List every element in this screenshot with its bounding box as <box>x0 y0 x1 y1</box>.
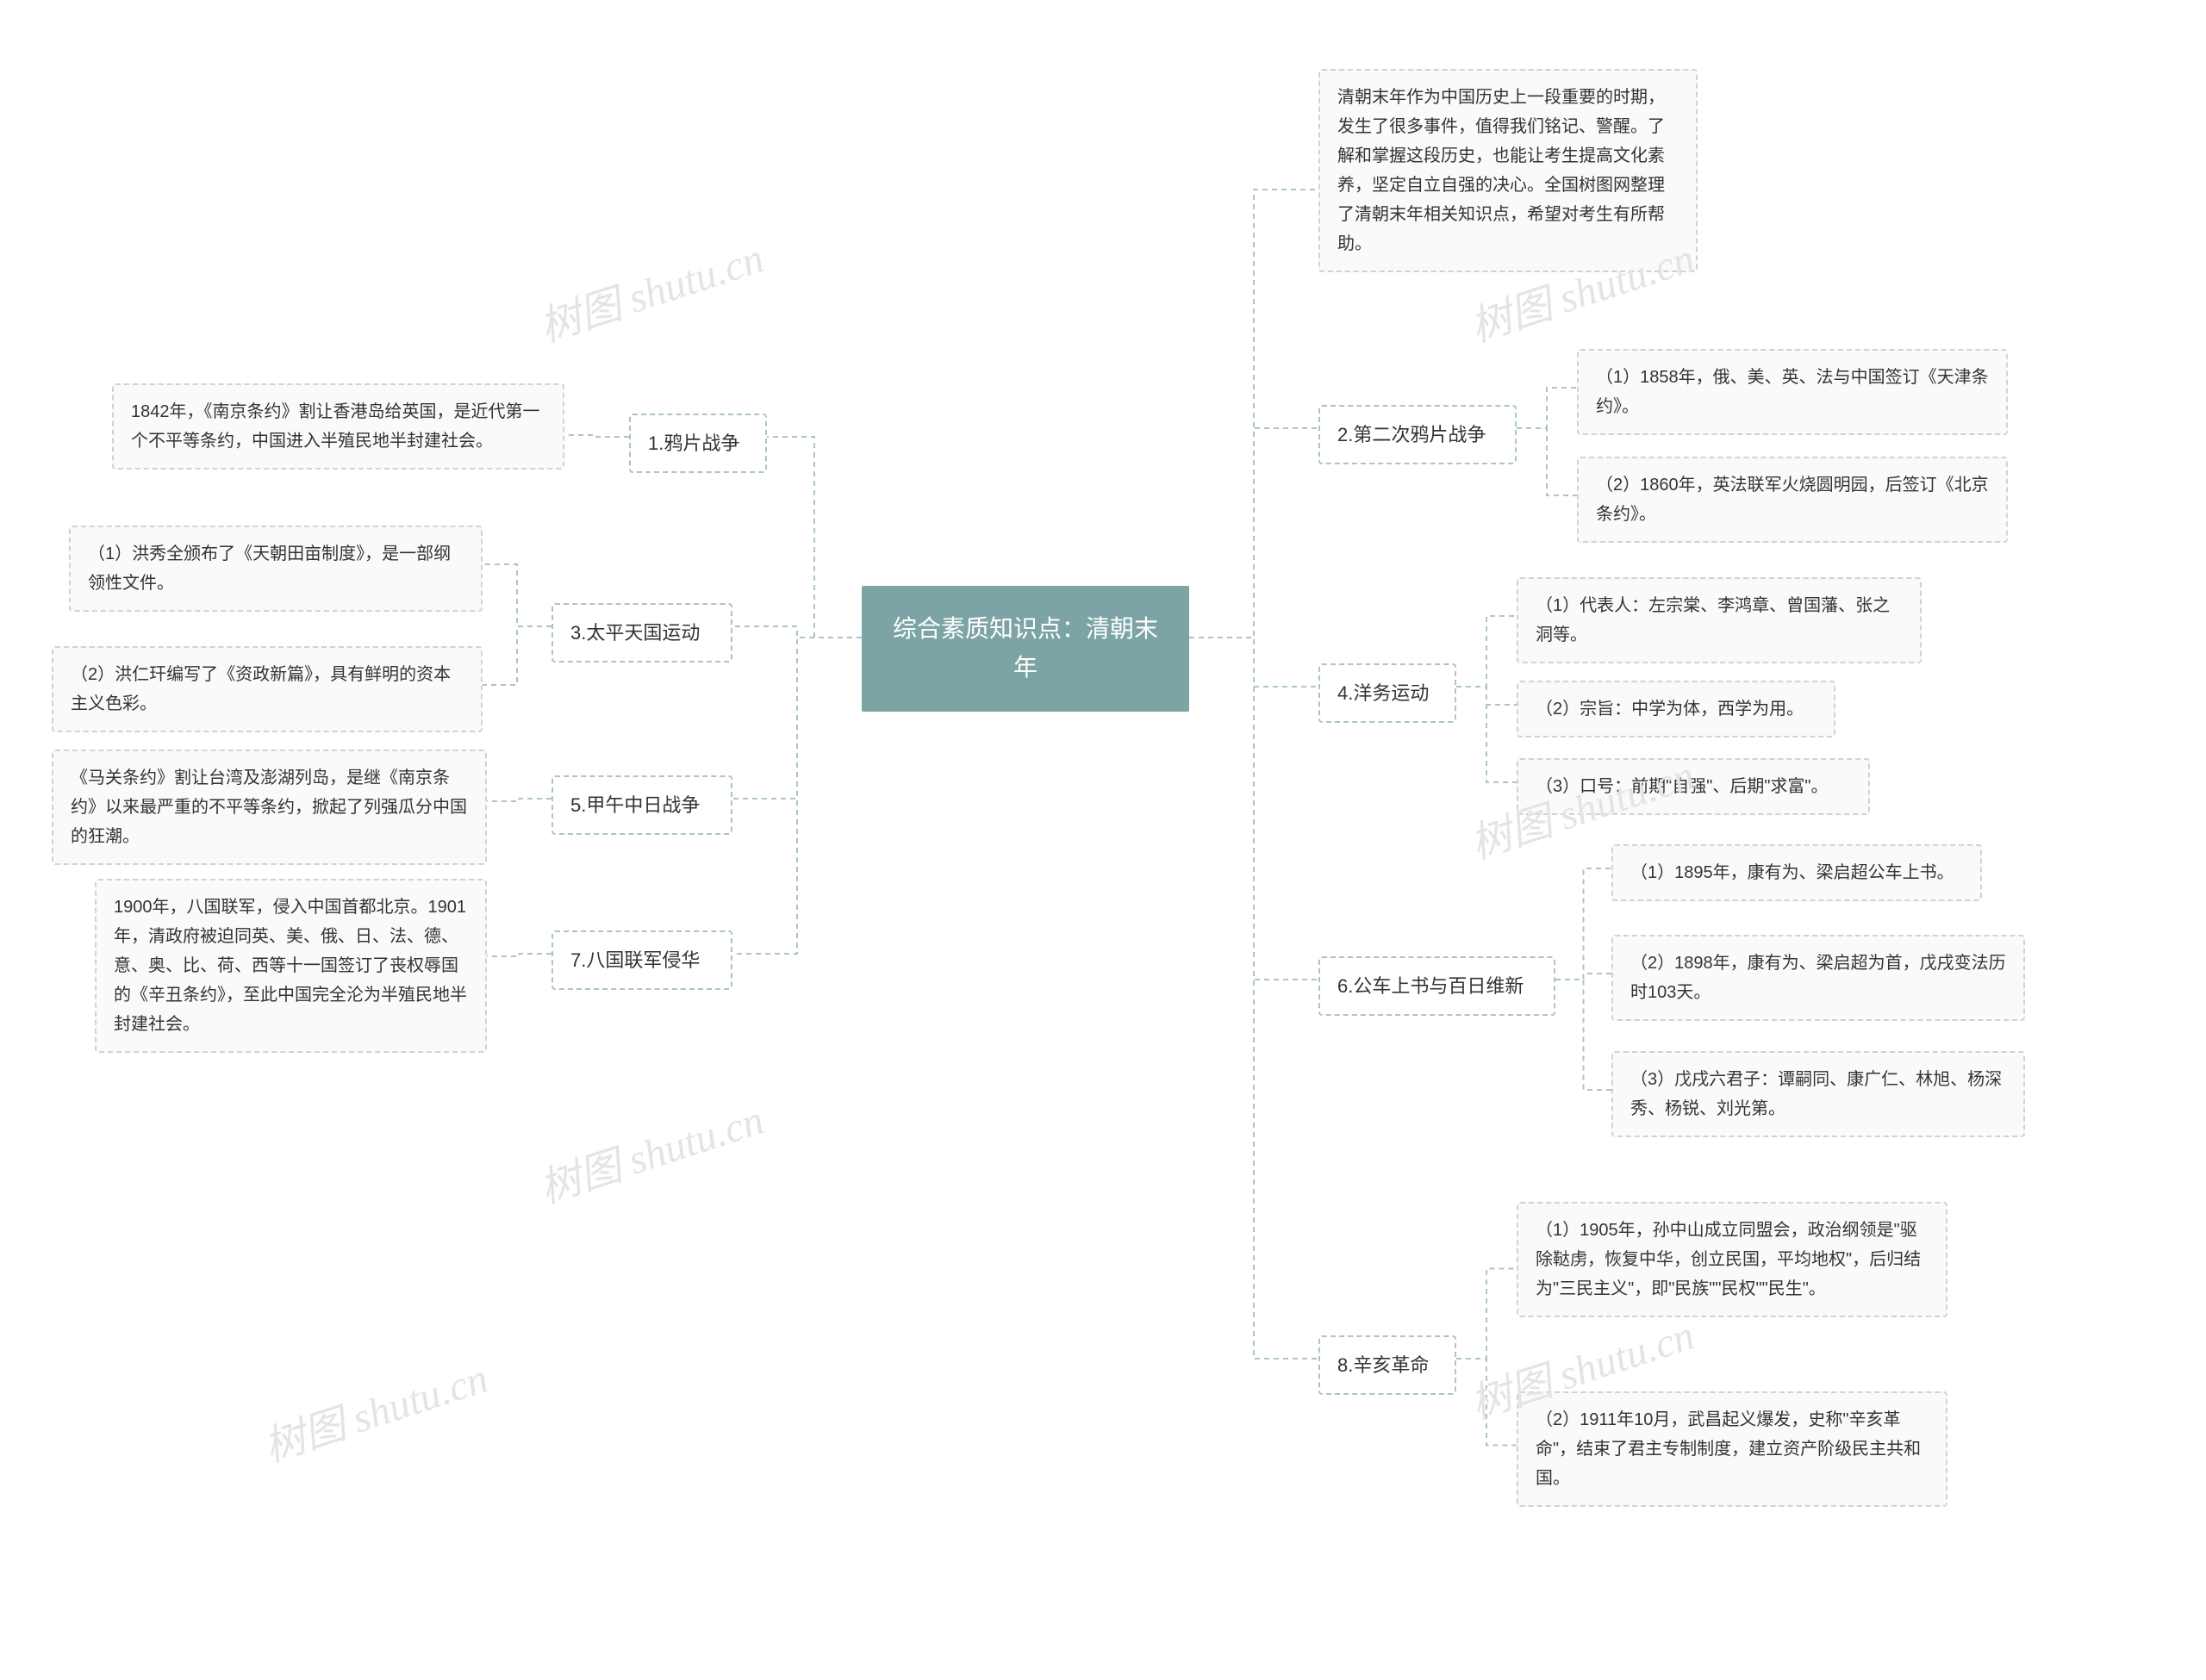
watermark-0: 树图 shutu.cn <box>531 224 770 353</box>
leaf-b8l1: （1）1905年，孙中山成立同盟会，政治纲领是"驱除鞑虏，恢复中华，创立民国，平… <box>1517 1202 1947 1317</box>
branch-b3: 3.太平天国运动 <box>552 603 732 663</box>
leaf-b2l2: （2）1860年，英法联军火烧圆明园，后签订《北京条约》。 <box>1577 457 2008 543</box>
leaf-b4l1: （1）代表人：左宗棠、李鸿章、曾国藩、张之洞等。 <box>1517 577 1922 663</box>
leaf-b5l1: 《马关条约》割让台湾及澎湖列岛，是继《南京条约》以来最严重的不平等条约，掀起了列… <box>52 750 487 865</box>
leaf-b4l2: （2）宗旨：中学为体，西学为用。 <box>1517 681 1835 737</box>
leaf-b7l1: 1900年，八国联军，侵入中国首都北京。1901年，清政府被迫同英、美、俄、日、… <box>95 879 487 1053</box>
branch-b6: 6.公车上书与百日维新 <box>1318 956 1555 1016</box>
watermark-4: 树图 shutu.cn <box>255 1344 495 1473</box>
leaf-b6l2: （2）1898年，康有为、梁启超为首，戊戌变法历时103天。 <box>1611 935 2025 1021</box>
branch-b8: 8.辛亥革命 <box>1318 1335 1456 1395</box>
center-text: 综合素质知识点：清朝末年 <box>893 615 1158 681</box>
branch-b7: 7.八国联军侵华 <box>552 930 732 990</box>
leaf-b1l1: 1842年，《南京条约》割让香港岛给英国，是近代第一个不平等条约，中国进入半殖民… <box>112 383 564 470</box>
branch-b5: 5.甲午中日战争 <box>552 775 732 835</box>
leaf-b2l1: （1）1858年，俄、美、英、法与中国签订《天津条约》。 <box>1577 349 2008 435</box>
leaf-b4l3: （3）口号：前期"自强"、后期"求富"。 <box>1517 758 1870 815</box>
watermark-3: 树图 shutu.cn <box>531 1086 770 1215</box>
leaf-b6l3: （3）戊戌六君子：谭嗣同、康广仁、林旭、杨深秀、杨锐、刘光第。 <box>1611 1051 2025 1137</box>
leaf-b6l1: （1）1895年，康有为、梁启超公车上书。 <box>1611 844 1982 901</box>
leaf-b3l1: （1）洪秀全颁布了《天朝田亩制度》，是一部纲领性文件。 <box>69 526 483 612</box>
center-node: 综合素质知识点：清朝末年 <box>862 586 1189 712</box>
branch-b4: 4.洋务运动 <box>1318 663 1456 723</box>
leaf-b8l2: （2）1911年10月，武昌起义爆发，史称"辛亥革命"，结束了君主专制制度，建立… <box>1517 1391 1947 1507</box>
branch-b1: 1.鸦片战争 <box>629 414 767 473</box>
branch-b2: 2.第二次鸦片战争 <box>1318 405 1517 464</box>
leaf-intro1: 清朝末年作为中国历史上一段重要的时期，发生了很多事件，值得我们铭记、警醒。了解和… <box>1318 69 1698 272</box>
leaf-b3l2: （2）洪仁玕编写了《资政新篇》，具有鲜明的资本主义色彩。 <box>52 646 483 732</box>
